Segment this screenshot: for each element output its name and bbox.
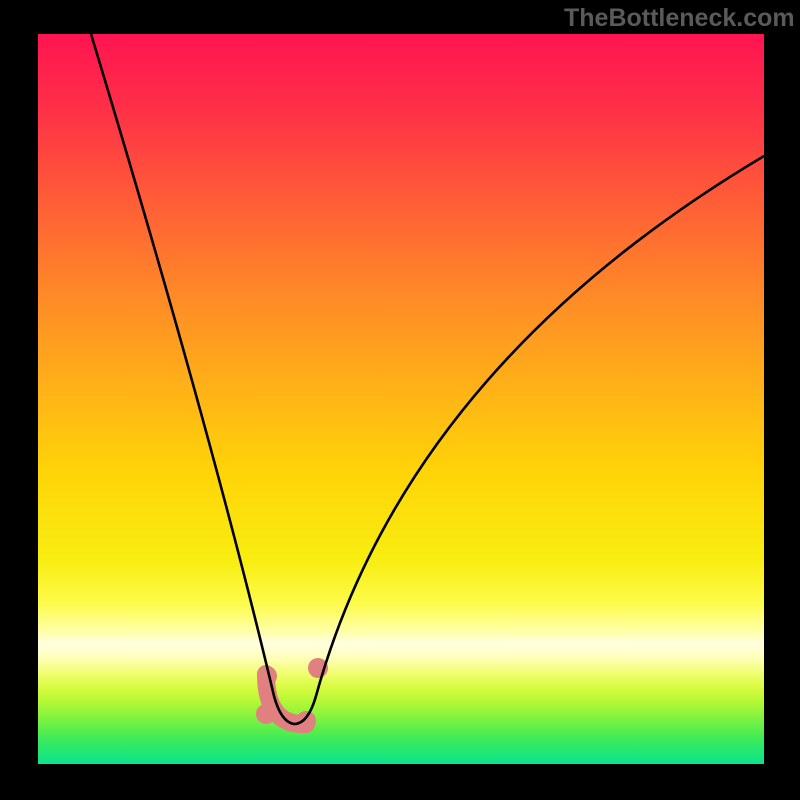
watermark-text: TheBottleneck.com	[564, 4, 795, 33]
chart-root: { "canvas": { "width": 800, "height": 80…	[0, 0, 800, 800]
plot-area	[38, 34, 764, 764]
gradient-background	[38, 34, 764, 764]
